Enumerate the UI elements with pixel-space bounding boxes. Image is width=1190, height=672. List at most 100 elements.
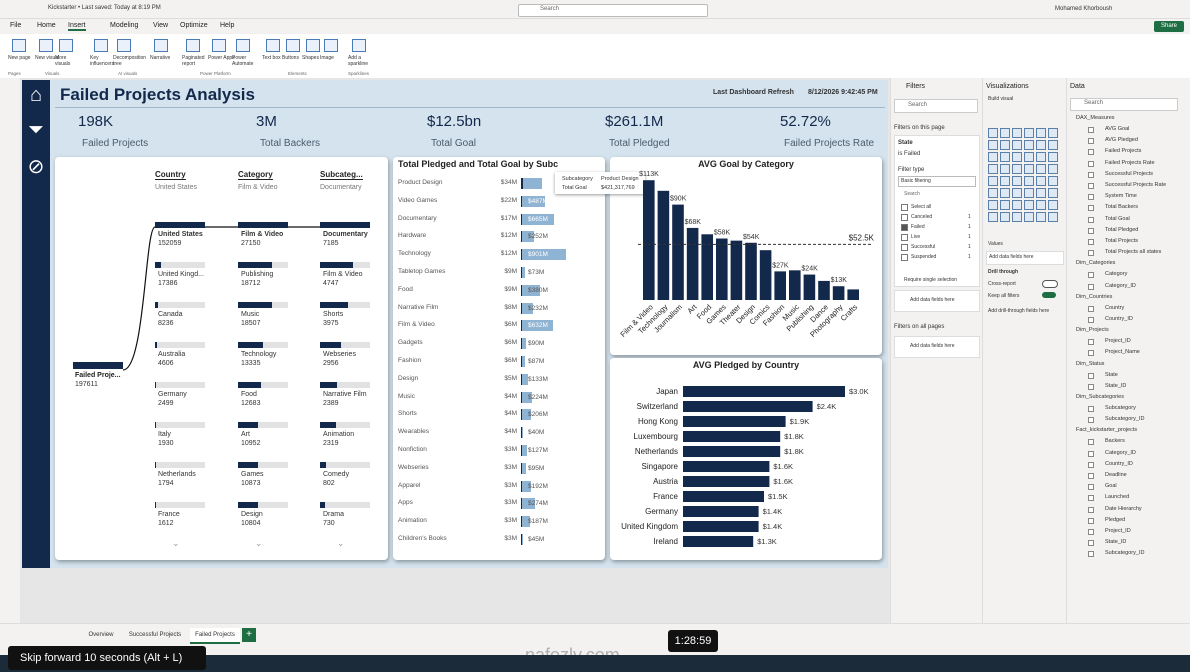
viz-icon[interactable] [1024, 164, 1034, 174]
ribbon-icon[interactable] [186, 39, 200, 52]
viz-icon[interactable] [1012, 212, 1022, 222]
tree-bar[interactable] [320, 262, 354, 268]
viz-icon[interactable] [1024, 176, 1034, 186]
viz-icon[interactable] [1036, 176, 1046, 186]
field-name[interactable]: Category_ID [1105, 449, 1136, 456]
ribbon-icon[interactable] [94, 39, 108, 52]
viz-icon[interactable] [1036, 212, 1046, 222]
pledged-bar[interactable] [521, 249, 522, 261]
checkbox[interactable] [1088, 495, 1094, 502]
viz-icon[interactable] [1000, 176, 1010, 186]
share-button[interactable]: Share [1154, 21, 1184, 32]
goal-bar[interactable] [521, 338, 526, 350]
viz-icon[interactable] [988, 128, 998, 138]
checkbox[interactable] [1088, 540, 1094, 547]
ribbon-button[interactable]: Narrative [150, 55, 171, 61]
checkbox[interactable] [1088, 272, 1094, 279]
goal-bar[interactable] [521, 178, 543, 189]
field-name[interactable]: Successful Projects Rate [1105, 182, 1167, 188]
checkbox[interactable] [1088, 227, 1094, 234]
checkbox[interactable] [1088, 517, 1094, 524]
viz-icon[interactable] [988, 164, 998, 174]
field-name[interactable]: Total Goal [1105, 215, 1130, 222]
menu-tab[interactable]: View [153, 22, 169, 29]
field-name[interactable]: Total Pledged [1105, 226, 1139, 233]
checkbox[interactable] [1088, 127, 1094, 133]
tree-bar[interactable] [155, 342, 157, 348]
field-name[interactable]: AVG Pledged [1105, 137, 1138, 144]
viz-icon[interactable] [988, 200, 998, 210]
checkbox[interactable] [1088, 551, 1094, 558]
search-box[interactable] [894, 99, 978, 113]
viz-icon[interactable] [1024, 152, 1034, 162]
field-name[interactable]: Subcategory [1105, 405, 1136, 411]
ribbon-button[interactable]: New page [8, 55, 31, 61]
ribbon-icon[interactable] [286, 39, 300, 52]
goal-bar[interactable] [521, 445, 528, 456]
checkbox[interactable] [901, 204, 908, 211]
checkbox[interactable] [1088, 183, 1094, 189]
viz-icon[interactable] [1036, 200, 1046, 210]
page-tab[interactable]: Overview [88, 632, 114, 638]
nav-icon[interactable]: ⊘ [27, 156, 45, 178]
viz-icon[interactable] [1000, 128, 1010, 138]
field-name[interactable]: State_ID [1105, 382, 1127, 389]
ribbon-button[interactable]: Paginated report [182, 55, 205, 67]
tree-bar[interactable] [320, 302, 348, 308]
checkbox[interactable] [1088, 484, 1094, 491]
viz-icon[interactable] [988, 176, 998, 186]
menu-tab[interactable]: Help [220, 22, 235, 29]
ribbon-icon[interactable] [59, 39, 73, 52]
viz-icon[interactable] [1036, 188, 1046, 198]
tree-bar[interactable] [320, 422, 337, 428]
checkbox[interactable] [901, 214, 908, 221]
table-name[interactable]: Dim_Projects [1076, 327, 1109, 334]
checkbox[interactable] [1088, 529, 1094, 535]
viz-icon[interactable] [1012, 188, 1022, 198]
checkbox[interactable] [1088, 149, 1094, 156]
menu-tab[interactable]: Home [37, 22, 56, 29]
goal-bar[interactable] [521, 195, 546, 207]
ribbon-icon[interactable] [12, 39, 26, 52]
tree-bar[interactable] [238, 462, 259, 468]
tree-bar[interactable] [238, 502, 258, 508]
tree-bar[interactable] [73, 362, 123, 369]
page-tab[interactable]: Failed Projects [190, 628, 240, 644]
checkbox[interactable] [1088, 339, 1094, 346]
ribbon-icon[interactable] [352, 39, 366, 52]
ribbon-button[interactable]: Power Apps [208, 55, 235, 61]
viz-icon[interactable] [1036, 128, 1046, 138]
field-name[interactable]: Failed Projects Rate [1105, 159, 1155, 166]
tree-bar[interactable] [320, 502, 326, 508]
pledged-bar[interactable] [521, 213, 522, 225]
goal-bar[interactable] [521, 498, 535, 510]
field-name[interactable]: Total Projects [1105, 238, 1139, 244]
checkbox[interactable] [1088, 138, 1094, 145]
add-page[interactable]: + [242, 628, 256, 642]
field-name[interactable]: Project_Name [1105, 349, 1140, 356]
tree-bar[interactable] [320, 342, 341, 348]
field-name[interactable]: Subcategory_ID [1105, 550, 1145, 557]
goal-bar[interactable] [521, 284, 540, 296]
field-name[interactable]: Date Hierarchy [1105, 505, 1142, 512]
ribbon-button[interactable]: Text box [262, 55, 281, 61]
ribbon-icon[interactable] [154, 39, 168, 52]
checkbox[interactable] [1088, 461, 1094, 468]
ribbon-icon[interactable] [306, 39, 320, 52]
goal-bar[interactable] [521, 267, 525, 278]
viz-icon[interactable] [1036, 164, 1046, 174]
field-name[interactable]: Successful Projects [1105, 170, 1153, 177]
field-name[interactable]: Project_ID [1105, 338, 1131, 345]
field-name[interactable]: Backers [1105, 438, 1125, 445]
tree-bar[interactable] [238, 222, 288, 228]
table-name[interactable]: Dim_Status [1076, 360, 1105, 367]
checkbox[interactable] [901, 234, 908, 241]
tree-bar[interactable] [238, 422, 259, 428]
checkbox[interactable] [1088, 372, 1094, 379]
checkbox[interactable] [1088, 216, 1094, 223]
checkbox[interactable] [1088, 450, 1094, 457]
field-name[interactable]: Total Projects all states [1105, 249, 1162, 256]
pledged-bar[interactable] [521, 178, 523, 189]
filter-type-select[interactable] [898, 176, 976, 187]
field-name[interactable]: State_ID [1105, 539, 1127, 546]
